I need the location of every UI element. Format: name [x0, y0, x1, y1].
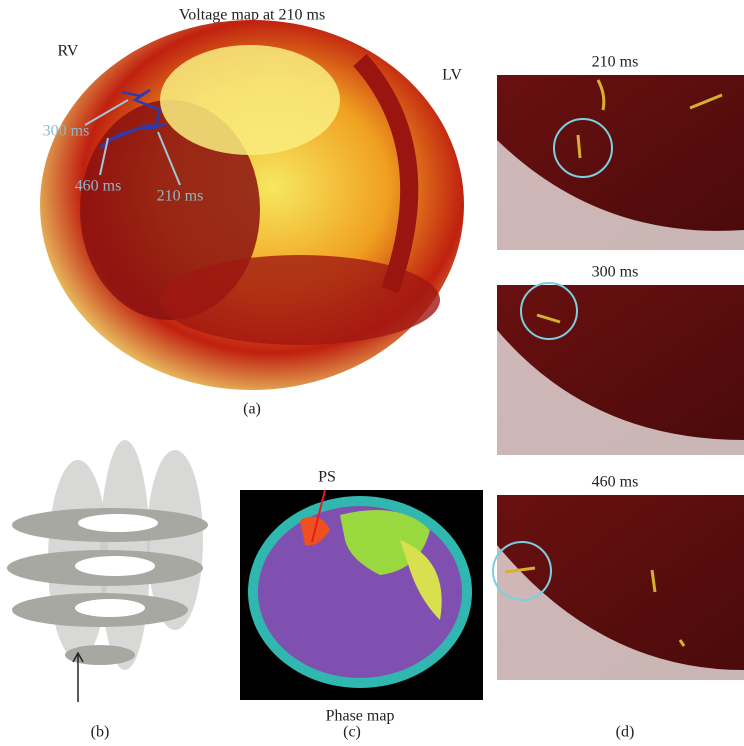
panel-label: (c) [343, 724, 361, 741]
annotation: 210 ms [157, 188, 204, 205]
panel-label: (a) [243, 401, 261, 418]
filament [578, 135, 580, 158]
caption: Phase map [326, 708, 395, 725]
ring-hole [75, 556, 155, 576]
frame-label: 460 ms [592, 474, 639, 491]
annotation: 460 ms [75, 178, 122, 195]
ring-hole [75, 599, 145, 617]
ring [65, 645, 135, 665]
panel-c: PS Phase map (c) [240, 469, 483, 741]
bright-region [160, 45, 340, 155]
annotation: LV [442, 67, 462, 84]
panel-label: (b) [91, 724, 110, 741]
frame-label: 210 ms [592, 54, 639, 71]
ring-hole [78, 514, 158, 532]
panel-b: (b) [7, 440, 208, 741]
frame-label: 300 ms [592, 264, 639, 281]
panel-a: Voltage map at 210 ms RV LV 300 ms 460 m… [40, 7, 464, 418]
annotation: 300 ms [43, 123, 90, 140]
panel-label: (d) [616, 724, 635, 741]
figure: Voltage map at 210 ms RV LV 300 ms 460 m… [0, 0, 744, 746]
annotation: RV [58, 43, 79, 60]
panel-d: 210 ms 300 ms 460 ms (d) [493, 54, 744, 741]
annotation: PS [318, 469, 336, 486]
